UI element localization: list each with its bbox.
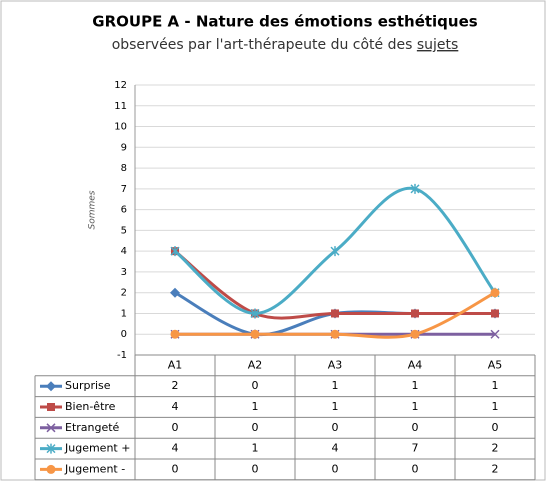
marker xyxy=(491,309,499,318)
table-value: 1 xyxy=(252,442,259,455)
marker xyxy=(170,246,180,257)
chart-title: GROUPE A - Nature des émotions esthétiqu… xyxy=(92,13,477,31)
marker xyxy=(410,183,420,194)
y-tick-label: 9 xyxy=(121,142,127,153)
legend-label: Jugement - xyxy=(64,462,125,475)
marker xyxy=(250,308,260,319)
legend-label: Etrangeté xyxy=(65,421,120,434)
table-value: 4 xyxy=(332,442,339,455)
table-value: 7 xyxy=(412,442,419,455)
y-tick-label: 10 xyxy=(114,122,127,133)
table-value: 1 xyxy=(252,400,259,413)
table-value: 1 xyxy=(492,379,499,392)
table-value: 0 xyxy=(252,379,259,392)
x-tick-label: A2 xyxy=(248,358,263,371)
marker xyxy=(330,246,340,257)
chart-subtitle: observées par l'art-thérapeute du côté d… xyxy=(112,37,459,53)
x-tick-label: A1 xyxy=(168,358,183,371)
y-tick-label: 7 xyxy=(121,184,127,195)
x-tick-label: A3 xyxy=(328,358,343,371)
marker xyxy=(331,309,339,318)
marker xyxy=(170,329,180,339)
marker xyxy=(47,403,55,411)
marker xyxy=(46,423,56,433)
subtitle-text: observées par l'art-thérapeute du côté d… xyxy=(112,37,417,53)
table-value: 1 xyxy=(332,379,339,392)
table-value: 1 xyxy=(492,400,499,413)
table-value: 0 xyxy=(492,421,499,434)
marker xyxy=(170,287,180,298)
legend-label: Jugement + xyxy=(64,442,130,455)
table-value: 0 xyxy=(332,421,339,434)
table-value: 0 xyxy=(332,462,339,475)
marker xyxy=(411,309,419,318)
table-value: 1 xyxy=(332,400,339,413)
y-tick-label: 12 xyxy=(114,80,127,91)
table-value: 0 xyxy=(252,462,259,475)
table-value: 0 xyxy=(252,421,259,434)
y-tick-label: 0 xyxy=(121,329,127,340)
y-tick-label: 4 xyxy=(121,246,127,257)
table-value: 1 xyxy=(412,400,419,413)
y-tick-label: 5 xyxy=(121,225,127,236)
y-axis-label: Sommes xyxy=(88,190,98,229)
marker xyxy=(330,329,340,339)
legend-label: Bien-être xyxy=(65,400,116,413)
table-value: 2 xyxy=(492,462,499,475)
y-tick-label: 8 xyxy=(121,163,127,174)
y-tick-label: -1 xyxy=(117,350,127,361)
table-value: 2 xyxy=(172,379,179,392)
marker xyxy=(490,288,500,298)
marker xyxy=(46,443,56,454)
y-tick-label: 11 xyxy=(114,101,127,112)
table-value: 4 xyxy=(172,400,179,413)
table-value: 4 xyxy=(172,442,179,455)
series-line xyxy=(174,249,495,320)
legend-label: Surprise xyxy=(65,379,111,392)
marker xyxy=(46,464,56,474)
table-value: 0 xyxy=(412,462,419,475)
x-tick-label: A5 xyxy=(488,358,503,371)
subtitle-underlined: sujets xyxy=(417,37,458,53)
y-tick-label: 2 xyxy=(121,288,127,299)
x-tick-label: A4 xyxy=(408,358,423,371)
table-value: 0 xyxy=(172,462,179,475)
table-value: 0 xyxy=(172,421,179,434)
marker xyxy=(46,381,56,392)
table-value: 0 xyxy=(412,421,419,434)
y-tick-label: 3 xyxy=(121,267,127,278)
table-value: 2 xyxy=(492,442,499,455)
marker xyxy=(250,329,260,339)
y-tick-label: 6 xyxy=(121,205,127,216)
y-tick-label: 1 xyxy=(121,308,127,319)
table-value: 1 xyxy=(412,379,419,392)
marker xyxy=(490,329,500,339)
marker xyxy=(410,329,420,339)
